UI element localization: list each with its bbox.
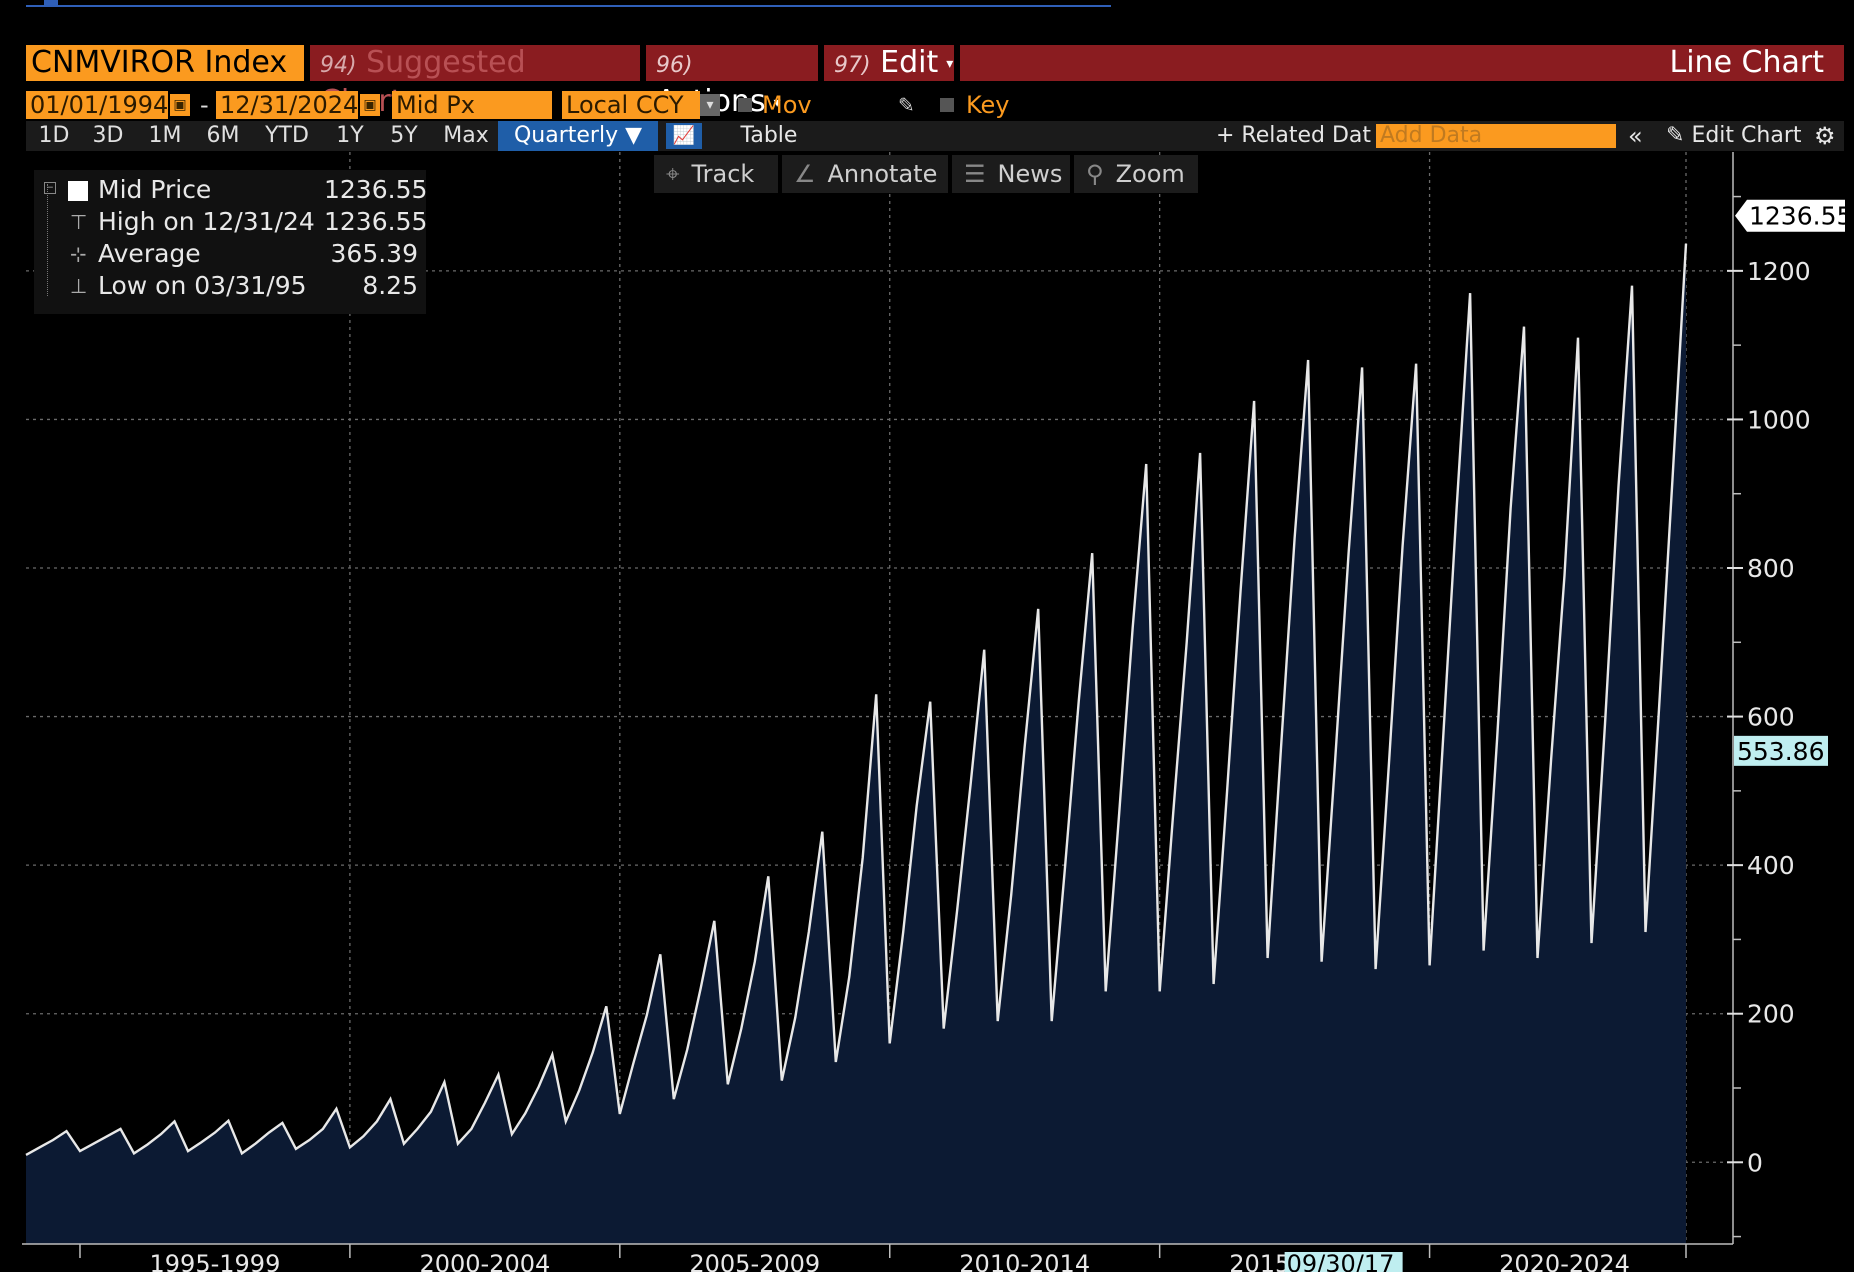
add-data-input[interactable]: Add Data [1376, 124, 1616, 148]
x-axis: 1995-19992000-20042005-20092010-20142015… [22, 1243, 1733, 1272]
crosshair-icon: ⌖ [666, 160, 680, 188]
legend-row-low: ⊥ Low on 03/31/95 8.25 [34, 270, 426, 302]
top-accent-line [26, 0, 1111, 7]
legend-average-label: Average [98, 239, 201, 268]
actions-number: 96) [656, 53, 693, 78]
calendar-icon[interactable]: ▣ [170, 94, 190, 116]
range-6m[interactable]: 6M [206, 123, 240, 148]
y-tick-label: 400 [1747, 851, 1795, 880]
x-tick-label: 2000-2004 [419, 1250, 550, 1272]
y-tick-label: 1200 [1747, 257, 1811, 286]
range-bar: 1D 3D 1M 6M YTD 1Y 5Y Max Quarterly ▼ 📈 … [26, 121, 1844, 151]
calendar-icon[interactable]: ▣ [360, 94, 380, 116]
period-label: Quarterly [513, 123, 619, 148]
track-label: Track [691, 160, 755, 188]
last-value-tag: 1236.55 [1735, 199, 1852, 232]
news-label: News [997, 160, 1063, 188]
x-cursor-label: 09/30/17 [1287, 1250, 1395, 1272]
header-bar: CNMVIROR Index 94) Suggested Charts▾ 96)… [26, 45, 1844, 119]
cursor-value-tag: 553.86 [1734, 735, 1828, 766]
x-tick-label: 2020-2024 [1499, 1250, 1630, 1272]
chart-legend: − Mid Price 1236.55 ⊤ High on 12/31/24 1… [34, 170, 428, 314]
range-1y[interactable]: 1Y [336, 123, 364, 148]
edit-chart-button[interactable]: ✎ Edit Chart [1666, 121, 1802, 151]
ticker-field[interactable]: CNMVIROR Index [26, 45, 304, 81]
x-tick-label: 2005-2009 [689, 1250, 820, 1272]
related-data-button[interactable]: + Related Dat [1216, 123, 1372, 148]
news-button[interactable]: ☰ News [952, 155, 1070, 193]
y-tick-label: 200 [1747, 1000, 1795, 1029]
range-3d[interactable]: 3D [92, 123, 124, 148]
legend-low-label: Low on 03/31/95 [98, 271, 307, 300]
y-tick-label: 800 [1747, 554, 1795, 583]
edit-label: Edit [880, 45, 939, 80]
chevron-down-icon: ▾ [946, 55, 954, 72]
range-1m[interactable]: 1M [148, 123, 182, 148]
magnifier-icon: ⚲ [1086, 160, 1104, 188]
collapse-icon[interactable]: − [44, 182, 56, 194]
y-tick-label: 600 [1747, 703, 1795, 732]
high-marker-icon: ⊤ [70, 210, 88, 234]
legend-row-high: ⊤ High on 12/31/24 1236.55 [34, 206, 428, 238]
suggested-charts-number: 94) [320, 53, 357, 78]
date-separator: - [200, 91, 209, 119]
start-date-input[interactable]: 01/01/1994 [26, 91, 168, 119]
annotate-label: Annotate [827, 160, 938, 188]
x-cursor-tag: 09/30/17 [1284, 1250, 1403, 1272]
edit-chart-label: Edit Chart [1691, 123, 1802, 148]
edit-number: 97) [834, 53, 871, 78]
chevron-down-icon[interactable]: ▾ [700, 94, 720, 116]
mov-avgs-checkbox[interactable] [738, 98, 752, 112]
pencil-icon: ✎ [1666, 123, 1685, 148]
y-tick-label: 1000 [1747, 405, 1811, 434]
y-tick-label: 0 [1747, 1148, 1763, 1177]
x-tick-label: 2010-2014 [959, 1250, 1090, 1272]
key-events-checkbox[interactable] [940, 98, 954, 112]
range-ytd[interactable]: YTD [265, 123, 309, 148]
track-button[interactable]: ⌖ Track [654, 155, 778, 193]
y-axis: 0 200 400 600 800 1000 1200 [1727, 152, 1811, 1244]
cursor-value-label: 553.86 [1737, 737, 1824, 766]
legend-series-label: Mid Price [98, 175, 212, 204]
gear-icon[interactable]: ⚙ [1814, 122, 1836, 150]
last-value-label: 1236.55 [1749, 202, 1852, 231]
legend-low-value: 8.25 [362, 271, 418, 300]
table-button[interactable]: Table [740, 123, 798, 148]
annotate-icon: ∠ [794, 160, 816, 188]
low-marker-icon: ⊥ [70, 274, 88, 298]
range-1d[interactable]: 1D [38, 123, 70, 148]
zoom-label: Zoom [1115, 160, 1185, 188]
average-marker-icon: ⊹ [70, 242, 87, 266]
price-field-input[interactable]: Mid Px [392, 91, 552, 119]
chevron-down-icon: ▾ [773, 94, 781, 111]
chart-type-title: Line Chart [960, 45, 1844, 81]
line-chart-icon[interactable]: 📈 [666, 123, 702, 149]
legend-high-value: 1236.55 [324, 207, 428, 236]
collapse-left-icon[interactable]: « [1628, 122, 1643, 150]
legend-tree-line [47, 184, 50, 296]
chevron-down-icon: ▼ [625, 123, 643, 148]
legend-row-average: ⊹ Average 365.39 [34, 238, 426, 270]
annotate-button[interactable]: ∠ Annotate [782, 155, 948, 193]
legend-average-value: 365.39 [330, 239, 418, 268]
range-5y[interactable]: 5Y [390, 123, 418, 148]
range-max[interactable]: Max [443, 123, 489, 148]
legend-series-value: 1236.55 [324, 175, 428, 204]
zoom-button[interactable]: ⚲ Zoom [1074, 155, 1198, 193]
legend-high-label: High on 12/31/24 [98, 207, 315, 236]
legend-row-series[interactable]: Mid Price 1236.55 [34, 174, 428, 206]
end-date-input[interactable]: 12/31/2024 [216, 91, 358, 119]
period-select[interactable]: Quarterly ▼ [498, 121, 658, 151]
pencil-icon[interactable]: ✎ [898, 93, 915, 117]
series-color-swatch [68, 181, 88, 201]
edit-menu[interactable]: 97) Edit ▾ [824, 45, 954, 81]
top-accent-marker [44, 0, 58, 5]
series-line [25, 243, 1688, 1156]
x-tick-label: 1995-1999 [150, 1250, 281, 1272]
currency-select[interactable]: Local CCY [562, 91, 700, 119]
series-area [26, 243, 1686, 1244]
news-icon: ☰ [964, 160, 986, 188]
